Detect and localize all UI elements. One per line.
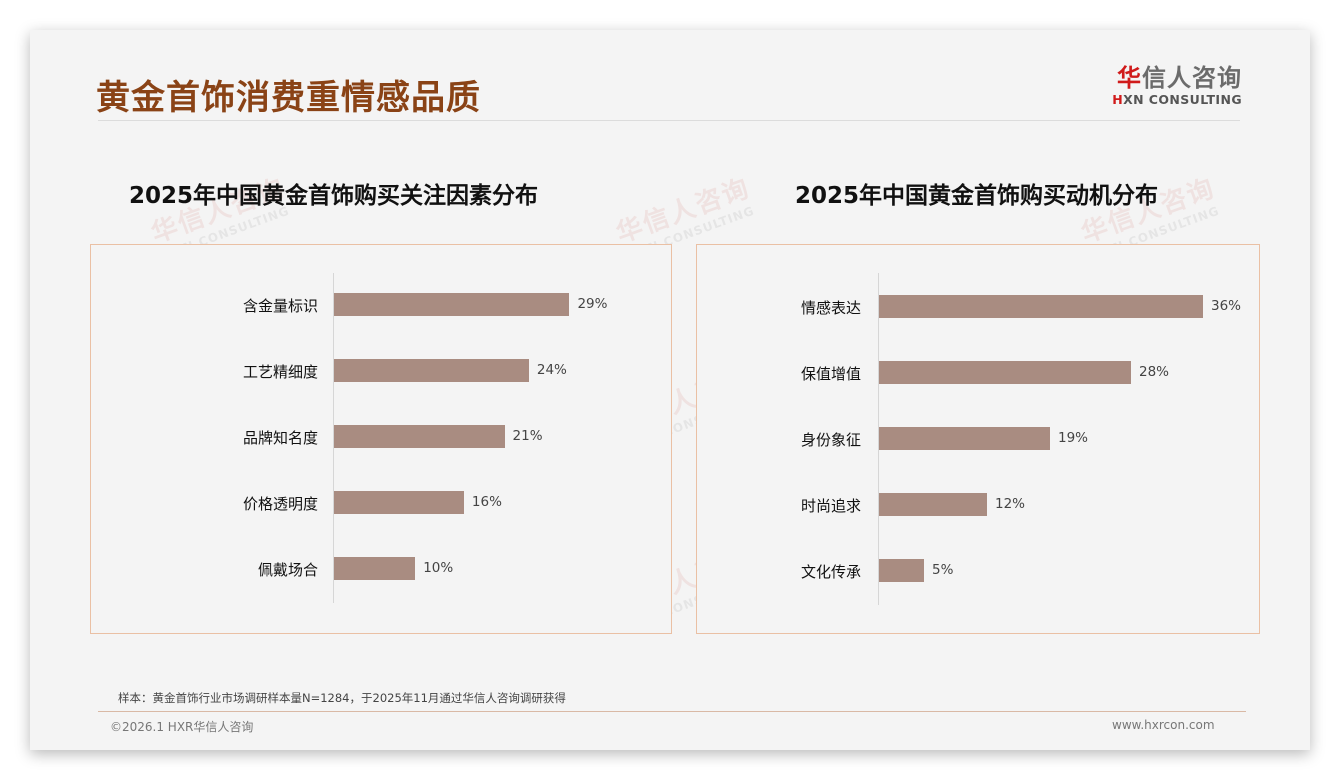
bar <box>879 559 924 582</box>
slide: 黄金首饰消费重情感品质 华信人咨询 HXN CONSULTING 华信人咨询 HX… <box>30 30 1310 750</box>
chart-factors: 含金量标识 29% 工艺精细度 24% 品牌知名度 21% 价格透明度 16% 佩戴场合 10% <box>90 244 672 634</box>
bar <box>334 425 505 448</box>
bar <box>879 361 1131 384</box>
y-axis-line <box>878 273 879 605</box>
bar-row: 情感表达 36% <box>697 295 1259 319</box>
bar-row: 身份象征 19% <box>697 427 1259 451</box>
chart-title-motives: 2025年中国黄金首饰购买动机分布 <box>795 183 1159 209</box>
bar-row: 文化传承 5% <box>697 559 1259 583</box>
value-label: 10% <box>423 560 454 576</box>
bar-row: 含金量标识 29% <box>91 293 671 317</box>
value-label: 21% <box>512 428 543 444</box>
category-label: 佩戴场合 <box>257 561 318 579</box>
category-label: 含金量标识 <box>242 297 318 315</box>
value-label: 24% <box>536 362 567 378</box>
value-label: 5% <box>932 562 954 578</box>
value-label: 29% <box>577 296 608 312</box>
value-label: 16% <box>471 494 502 510</box>
chart-title-factors: 2025年中国黄金首饰购买关注因素分布 <box>129 183 539 209</box>
category-label: 价格透明度 <box>242 495 318 513</box>
bar <box>334 293 570 316</box>
sample-note: 样本：黄金首饰行业市场调研样本量N=1284，于2025年11月通过华信人咨询调… <box>118 691 566 705</box>
footer-divider <box>98 711 1246 712</box>
y-axis-line <box>333 273 334 603</box>
category-label: 文化传承 <box>800 563 861 581</box>
bar <box>879 427 1050 450</box>
bar-row: 品牌知名度 21% <box>91 425 671 449</box>
bar-row: 佩戴场合 10% <box>91 557 671 581</box>
logo-english: HXN CONSULTING <box>1112 92 1242 107</box>
category-label: 保值增值 <box>800 365 861 383</box>
bar <box>334 491 464 514</box>
value-label: 19% <box>1058 430 1089 446</box>
bar-row: 价格透明度 16% <box>91 491 671 515</box>
header-divider <box>98 120 1240 121</box>
category-label: 情感表达 <box>800 299 861 317</box>
bar <box>334 557 416 580</box>
category-label: 工艺精细度 <box>242 363 318 381</box>
website-link[interactable]: www.hxrcon.com <box>1112 718 1215 732</box>
bar <box>334 359 529 382</box>
page-title: 黄金首饰消费重情感品质 <box>96 78 481 118</box>
category-label: 品牌知名度 <box>242 429 318 447</box>
company-logo: 华信人咨询 HXN CONSULTING <box>1110 64 1242 108</box>
bar <box>879 295 1203 318</box>
copyright: ©2026.1 HXR华信人咨询 <box>110 720 254 734</box>
value-label: 12% <box>995 496 1026 512</box>
bar-row: 工艺精细度 24% <box>91 359 671 383</box>
category-label: 时尚追求 <box>800 497 861 515</box>
value-label: 28% <box>1139 364 1170 380</box>
bar-row: 时尚追求 12% <box>697 493 1259 517</box>
logo-chinese: 华信人咨询 <box>1117 64 1242 92</box>
chart-motives: 情感表达 36% 保值增值 28% 身份象征 19% 时尚追求 12% 文化传承 5% <box>696 244 1260 634</box>
category-label: 身份象征 <box>800 431 861 449</box>
bar <box>879 493 987 516</box>
bar-row: 保值增值 28% <box>697 361 1259 385</box>
value-label: 36% <box>1211 298 1242 314</box>
